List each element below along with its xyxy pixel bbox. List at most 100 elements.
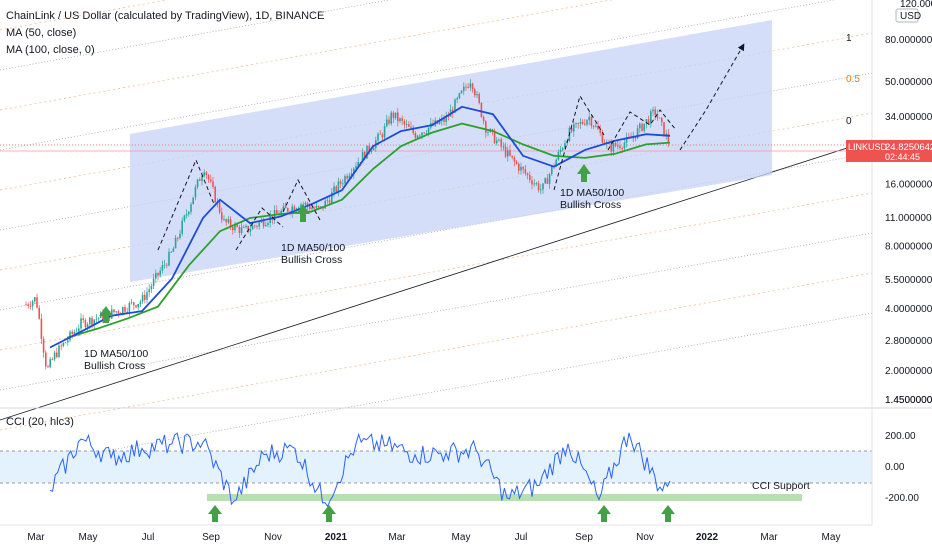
price-tag-symbol: LINKUSD bbox=[848, 142, 888, 152]
ma100-legend[interactable]: MA (100, close, 0) bbox=[6, 44, 95, 56]
candle bbox=[60, 345, 62, 347]
candle bbox=[326, 200, 329, 202]
time-tick-label: May bbox=[452, 532, 471, 543]
candle bbox=[139, 301, 142, 304]
candle bbox=[467, 87, 469, 88]
candle bbox=[658, 117, 661, 119]
candle bbox=[243, 227, 245, 228]
cci-support-label: CCI Support bbox=[752, 480, 810, 492]
candle bbox=[31, 301, 34, 307]
candle bbox=[555, 159, 557, 167]
candle bbox=[575, 123, 577, 125]
candle bbox=[485, 121, 487, 133]
cci-axis[interactable]: 200.00 0.00 -200.00 bbox=[885, 431, 919, 504]
candle bbox=[458, 93, 461, 99]
candle bbox=[172, 248, 175, 252]
candle bbox=[493, 130, 496, 144]
candle bbox=[240, 227, 243, 233]
price-tick-label: 80.0000000 bbox=[885, 35, 932, 46]
candle bbox=[254, 225, 256, 227]
candle bbox=[130, 302, 133, 304]
candle bbox=[368, 145, 370, 152]
candle bbox=[364, 152, 366, 159]
candle bbox=[249, 229, 252, 232]
price-tick-label: 1.4500000 bbox=[885, 395, 932, 406]
time-tick-label: Nov bbox=[636, 532, 654, 543]
cci-band bbox=[0, 451, 872, 483]
candle bbox=[320, 206, 322, 208]
candle bbox=[392, 112, 395, 119]
candle bbox=[267, 222, 269, 226]
candle bbox=[190, 204, 192, 212]
candle bbox=[155, 272, 157, 279]
channel-line bbox=[0, 0, 391, 71]
candle bbox=[82, 318, 84, 320]
candle bbox=[128, 303, 131, 312]
price-axis[interactable]: 80.000000050.000000034.000000024.0000000… bbox=[885, 0, 932, 406]
candle bbox=[496, 140, 498, 144]
candle bbox=[381, 134, 384, 138]
price-tick-label: 50.0000000 bbox=[885, 77, 932, 88]
candle bbox=[152, 278, 155, 287]
time-tick-label: Mar bbox=[760, 532, 778, 543]
candle bbox=[84, 319, 87, 328]
candle bbox=[564, 143, 566, 149]
candle bbox=[293, 206, 296, 211]
candle bbox=[540, 189, 542, 191]
candle bbox=[170, 251, 172, 253]
candle bbox=[529, 174, 531, 181]
candle bbox=[454, 99, 456, 113]
candle bbox=[124, 307, 126, 312]
time-axis[interactable]: Mar May Jul Sep Nov 2021 Mar May Jul Sep Nov 2022 Ma… bbox=[27, 532, 840, 543]
candle bbox=[64, 342, 67, 344]
candle bbox=[559, 149, 562, 153]
candle bbox=[427, 127, 430, 134]
candle bbox=[513, 157, 516, 162]
candle bbox=[218, 201, 221, 213]
candle bbox=[639, 123, 641, 129]
candle bbox=[476, 94, 478, 96]
candle bbox=[599, 129, 601, 133]
candle bbox=[45, 352, 47, 367]
candle bbox=[306, 203, 309, 207]
candle bbox=[403, 120, 406, 125]
cci-support-zone bbox=[207, 494, 802, 501]
candle bbox=[663, 122, 665, 136]
candle bbox=[229, 219, 232, 227]
candle bbox=[548, 174, 551, 184]
cci-arrow-3 bbox=[597, 505, 611, 522]
candle bbox=[137, 303, 139, 308]
candle bbox=[542, 183, 544, 190]
ma50-legend[interactable]: MA (50, close) bbox=[6, 27, 77, 39]
candle bbox=[284, 206, 287, 209]
cci-legend[interactable]: CCI (20, hlc3) bbox=[6, 416, 74, 428]
price-tick-label: 2.0000000 bbox=[885, 366, 932, 377]
candle bbox=[245, 225, 247, 228]
candle bbox=[223, 219, 225, 220]
cross1-line2: Bullish Cross bbox=[84, 360, 145, 372]
candle bbox=[161, 265, 164, 271]
price-tick-label: 8.0000000 bbox=[885, 242, 932, 253]
candle bbox=[445, 116, 447, 122]
price-tick-label: 4.0000000 bbox=[885, 304, 932, 315]
time-tick-label: May bbox=[822, 532, 841, 543]
chart-title: ChainLink / US Dollar (calculated by Tra… bbox=[6, 10, 325, 22]
candle bbox=[643, 123, 645, 131]
candle bbox=[133, 302, 135, 306]
candle bbox=[515, 161, 518, 164]
candle bbox=[258, 222, 260, 227]
candle bbox=[179, 233, 181, 239]
currency-badge[interactable] bbox=[895, 8, 919, 23]
candle bbox=[443, 118, 445, 122]
candle bbox=[412, 127, 414, 133]
candle bbox=[148, 289, 150, 293]
candle bbox=[478, 94, 480, 103]
candle bbox=[265, 225, 267, 227]
candle bbox=[401, 118, 403, 121]
candle bbox=[328, 200, 331, 203]
candle bbox=[333, 186, 335, 193]
fib-label-05: 0.5 bbox=[846, 74, 860, 85]
candle bbox=[135, 305, 137, 308]
candle bbox=[42, 338, 45, 353]
